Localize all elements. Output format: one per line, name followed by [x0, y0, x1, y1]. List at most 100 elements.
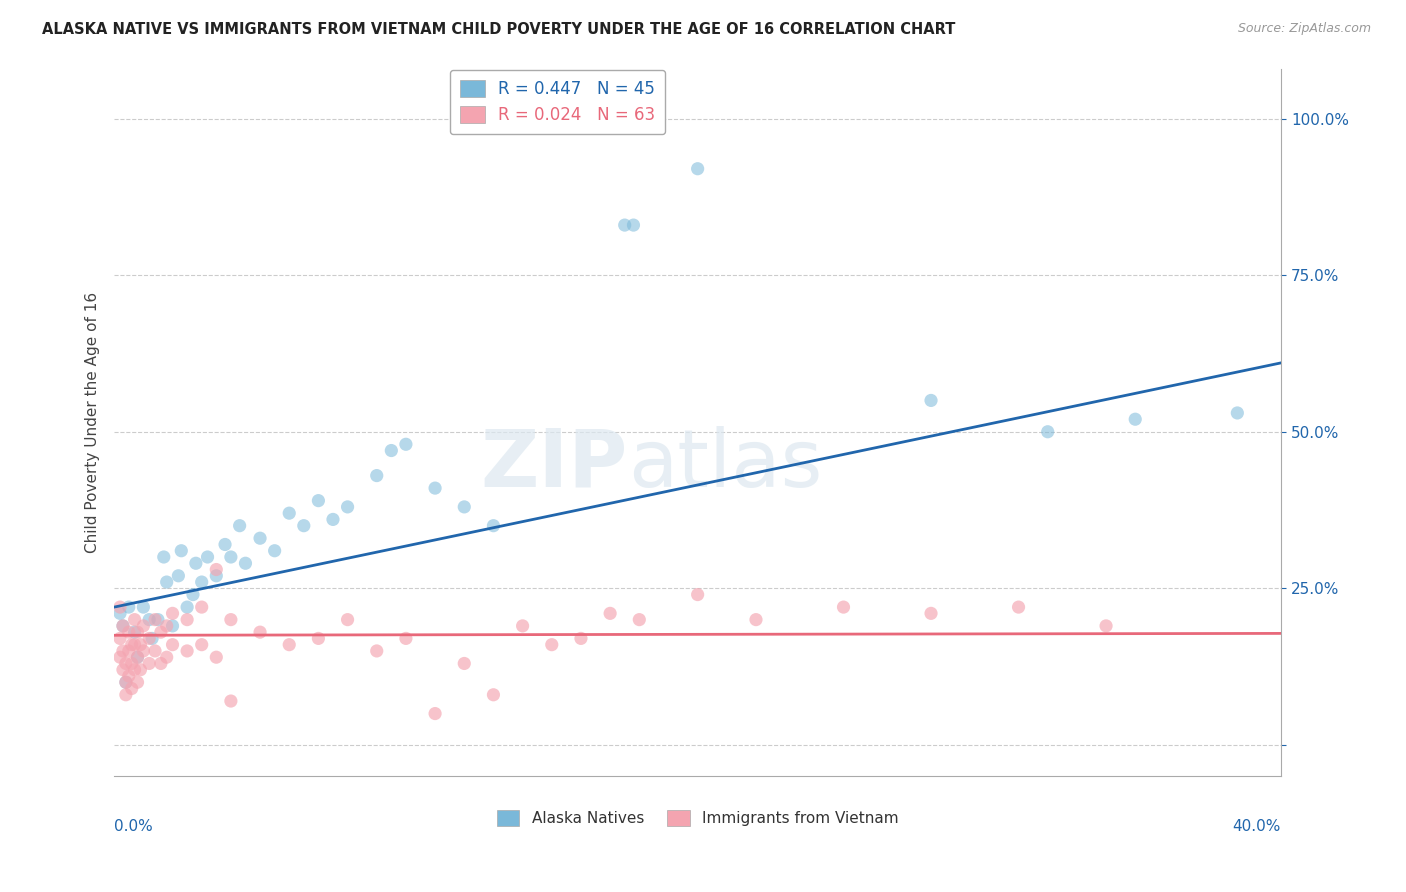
Point — [628, 613, 651, 627]
Point — [156, 650, 179, 665]
Point — [569, 632, 592, 646]
Point — [278, 638, 301, 652]
Point — [292, 518, 315, 533]
Point — [613, 218, 636, 232]
Point — [127, 625, 149, 640]
Point — [156, 575, 179, 590]
Point — [111, 663, 134, 677]
Point — [205, 569, 228, 583]
Point — [132, 644, 155, 658]
Point — [263, 543, 285, 558]
Point — [124, 625, 146, 640]
Point — [1007, 600, 1029, 615]
Point — [176, 600, 198, 615]
Text: Source: ZipAtlas.com: Source: ZipAtlas.com — [1237, 22, 1371, 36]
Point — [176, 644, 198, 658]
Point — [108, 632, 131, 646]
Point — [138, 657, 160, 671]
Point — [162, 638, 184, 652]
Point — [219, 549, 242, 564]
Point — [423, 706, 446, 721]
Point — [181, 588, 204, 602]
Point — [197, 549, 219, 564]
Point — [124, 613, 146, 627]
Point — [380, 443, 402, 458]
Point — [235, 556, 257, 570]
Point — [453, 657, 475, 671]
Text: 0.0%: 0.0% — [114, 819, 153, 834]
Point — [395, 632, 418, 646]
Point — [124, 663, 146, 677]
Point — [366, 644, 388, 658]
Point — [138, 632, 160, 646]
Point — [115, 675, 138, 690]
Point — [149, 625, 172, 640]
Point — [920, 607, 942, 621]
Point — [1036, 425, 1059, 439]
Point — [190, 575, 212, 590]
Point — [129, 663, 152, 677]
Point — [127, 675, 149, 690]
Text: atlas: atlas — [627, 425, 823, 504]
Point — [482, 688, 505, 702]
Point — [512, 619, 534, 633]
Point — [1095, 619, 1118, 633]
Point — [540, 638, 562, 652]
Point — [423, 481, 446, 495]
Point — [146, 613, 169, 627]
Point — [219, 694, 242, 708]
Point — [205, 562, 228, 576]
Point — [124, 638, 146, 652]
Point — [149, 657, 172, 671]
Point — [170, 543, 193, 558]
Point — [336, 500, 359, 514]
Point — [156, 619, 179, 633]
Point — [453, 500, 475, 514]
Point — [138, 613, 160, 627]
Point — [118, 600, 141, 615]
Point — [219, 613, 242, 627]
Point — [686, 588, 709, 602]
Point — [176, 613, 198, 627]
Point — [108, 607, 131, 621]
Point — [115, 675, 138, 690]
Point — [115, 688, 138, 702]
Point — [152, 549, 174, 564]
Point — [143, 644, 166, 658]
Point — [322, 512, 344, 526]
Point — [115, 657, 138, 671]
Point — [111, 619, 134, 633]
Point — [129, 638, 152, 652]
Point — [121, 657, 143, 671]
Point — [141, 632, 163, 646]
Point — [111, 619, 134, 633]
Point — [111, 644, 134, 658]
Point — [132, 600, 155, 615]
Point — [118, 644, 141, 658]
Y-axis label: Child Poverty Under the Age of 16: Child Poverty Under the Age of 16 — [86, 292, 100, 553]
Text: ALASKA NATIVE VS IMMIGRANTS FROM VIETNAM CHILD POVERTY UNDER THE AGE OF 16 CORRE: ALASKA NATIVE VS IMMIGRANTS FROM VIETNAM… — [42, 22, 956, 37]
Point — [623, 218, 645, 232]
Point — [249, 531, 271, 545]
Point — [108, 650, 131, 665]
Point — [162, 619, 184, 633]
Point — [205, 650, 228, 665]
Point — [118, 669, 141, 683]
Point — [121, 681, 143, 696]
Point — [686, 161, 709, 176]
Point — [832, 600, 855, 615]
Point — [190, 600, 212, 615]
Point — [167, 569, 190, 583]
Point — [920, 393, 942, 408]
Point — [599, 607, 621, 621]
Point — [482, 518, 505, 533]
Point — [118, 625, 141, 640]
Text: 40.0%: 40.0% — [1233, 819, 1281, 834]
Point — [127, 650, 149, 665]
Point — [132, 619, 155, 633]
Point — [108, 600, 131, 615]
Text: ZIP: ZIP — [481, 425, 627, 504]
Point — [127, 650, 149, 665]
Point — [336, 613, 359, 627]
Point — [307, 632, 329, 646]
